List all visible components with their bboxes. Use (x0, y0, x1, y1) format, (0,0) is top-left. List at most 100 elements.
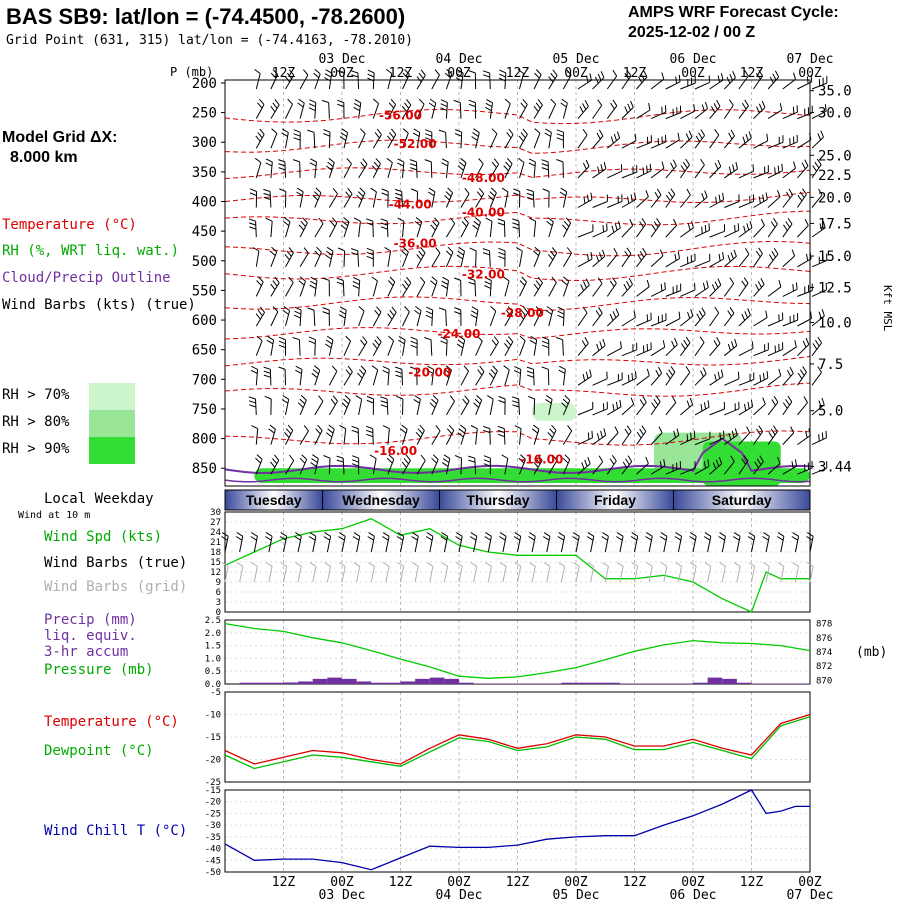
wind-barb (351, 455, 360, 475)
wind-barb (577, 306, 588, 327)
wind-barb (811, 282, 828, 297)
wind-barb (723, 307, 735, 327)
surface-wind-barb (250, 532, 258, 553)
time-tick-label-bottom: 00Z (447, 875, 471, 890)
wind-barb (475, 187, 485, 208)
wind-barb (606, 455, 617, 475)
surface-grid-wind-barb (456, 562, 463, 583)
height-tick-label: 30.0 (818, 106, 852, 122)
wind-barb (337, 247, 346, 267)
precip-bar (473, 683, 489, 684)
height-tick-label: 12.5 (818, 280, 852, 296)
height-tick-label: 10.0 (818, 315, 852, 331)
legend-dewpoint: Dewpoint (°C) (44, 743, 154, 759)
wind-barb (606, 99, 618, 119)
wind-barb (343, 365, 353, 386)
surface-grid-wind-barb (529, 562, 536, 583)
wind-barb (497, 425, 506, 445)
wind-barb (255, 454, 263, 475)
wind-barb (665, 159, 677, 179)
wind-barb (607, 194, 623, 208)
wind-barb (636, 247, 647, 268)
legend-wind-spd: Wind Spd (kts) (44, 529, 163, 545)
date-label-bottom: 07 Dec (787, 888, 834, 900)
surface-wind-barb (630, 532, 639, 553)
wind-barb (387, 306, 397, 327)
wind-barb (529, 335, 538, 356)
wind-barb (279, 188, 287, 208)
surface-wind-barb (762, 532, 770, 553)
wind-barb (533, 99, 543, 119)
surface-wind-barb (806, 532, 814, 553)
y-tick-label: 1.5 (205, 642, 221, 652)
surface-wind-barb (703, 532, 712, 553)
surface-grid-wind-barb (807, 562, 814, 583)
wind-barb (396, 395, 404, 415)
wind-barb (266, 335, 275, 356)
isotherm-line (224, 108, 811, 125)
wind-barb (753, 100, 766, 119)
wind-barb (650, 459, 666, 475)
wind-barb (402, 128, 409, 149)
wind-barb (386, 157, 393, 179)
wind-barb (709, 159, 722, 179)
wind-barb (621, 165, 638, 179)
precip-bar (429, 677, 445, 684)
wind-barb (416, 247, 426, 268)
wind-barb (431, 247, 441, 268)
wind-barb (416, 276, 426, 297)
wind-barb (607, 220, 621, 238)
wind-barb (338, 306, 347, 327)
wind-barb (482, 248, 491, 267)
wind-barb (606, 426, 619, 445)
wind-barb (386, 454, 395, 475)
wind-barb (592, 249, 606, 268)
wind-barb (680, 309, 694, 327)
wind-barb (738, 220, 753, 238)
wind-barb (401, 246, 409, 267)
wind-barb (738, 194, 755, 208)
precip-bar (283, 682, 299, 684)
isotherm-line (224, 296, 811, 312)
y-tick-label: 12 (210, 568, 221, 578)
wind-barb (709, 337, 721, 357)
wind-barb (498, 69, 507, 90)
wind-barb (310, 454, 319, 475)
wind-barb (372, 128, 382, 149)
pressure-tick-label: 350 (192, 165, 217, 181)
wind-barb (555, 337, 564, 356)
isotherm-label: -40.00 (462, 205, 505, 219)
precip-bar (312, 678, 328, 684)
wind-barb (518, 128, 528, 149)
surface-grid-wind-barb (514, 562, 522, 583)
precip-bar (415, 678, 430, 684)
wind-barb (307, 129, 316, 149)
surface-wind-barb (484, 532, 492, 553)
wind-barb (533, 276, 543, 297)
wind-barb (339, 128, 349, 149)
wind-barb (431, 454, 439, 475)
wind-barb (606, 248, 618, 268)
wind-barb (548, 98, 557, 119)
legend-rh70: RH > 70% (2, 387, 70, 403)
wind-barb (694, 253, 711, 268)
wind-barb (343, 158, 352, 179)
wind-barb (592, 194, 608, 208)
wind-barb (489, 128, 498, 149)
wind-barb (561, 276, 570, 297)
wind-barb (518, 157, 525, 179)
wind-barb (709, 224, 725, 238)
surface-wind-barb (499, 532, 507, 553)
surface-wind-barb (425, 532, 434, 553)
wind-barb (516, 246, 523, 267)
wind-barb (441, 276, 449, 297)
wind-barb (723, 70, 736, 90)
wind-barb (723, 129, 735, 149)
wind-barb (282, 306, 291, 327)
wind-barb (445, 395, 455, 416)
isotherm-label: -32.00 (462, 268, 505, 282)
wind-barb (680, 397, 694, 416)
wind-barb (665, 105, 682, 120)
wind-barb (487, 187, 497, 208)
wind-barb (314, 246, 322, 268)
